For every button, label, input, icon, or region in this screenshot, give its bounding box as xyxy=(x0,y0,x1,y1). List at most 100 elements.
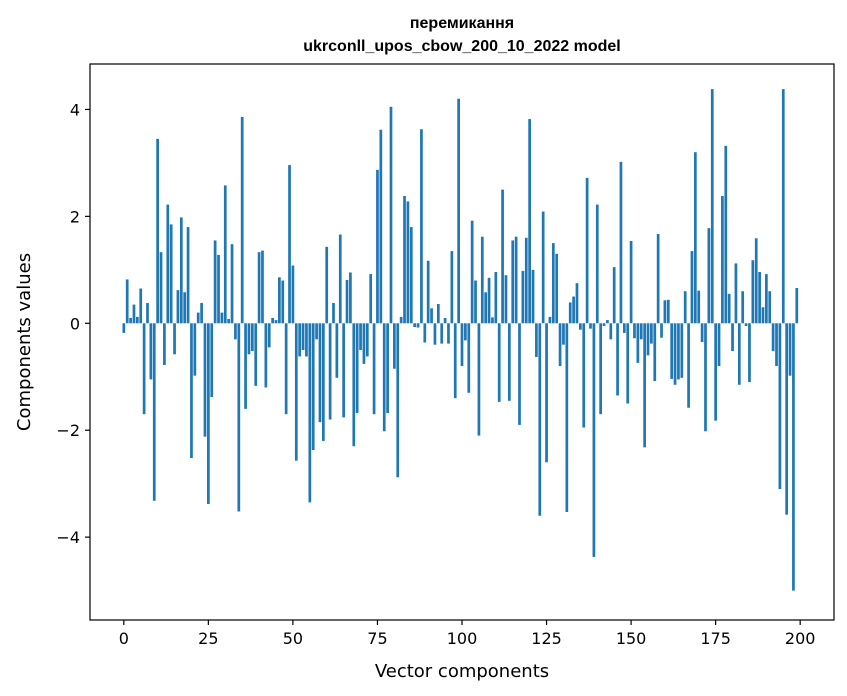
x-tick-label: 75 xyxy=(367,629,387,648)
bar xyxy=(135,316,139,324)
bar xyxy=(582,323,586,428)
bar xyxy=(748,323,751,383)
bar xyxy=(234,323,237,340)
bar xyxy=(487,277,491,324)
bar xyxy=(365,323,369,357)
bar xyxy=(768,291,772,324)
bar xyxy=(666,299,670,324)
bar xyxy=(325,246,329,324)
bar xyxy=(240,116,244,324)
y-tick-label: 0 xyxy=(70,314,80,333)
bar xyxy=(305,323,308,357)
bar xyxy=(372,323,376,415)
bar xyxy=(683,291,687,324)
bar xyxy=(132,304,136,324)
bar xyxy=(311,323,315,450)
bar xyxy=(599,323,603,415)
y-tick-label: −2 xyxy=(56,421,80,440)
bar xyxy=(464,323,467,341)
bar xyxy=(677,323,680,380)
bar xyxy=(721,196,724,324)
bar xyxy=(423,323,427,343)
bar xyxy=(426,260,430,324)
bar xyxy=(433,323,437,345)
bar xyxy=(257,252,261,324)
bar xyxy=(440,323,444,344)
bar xyxy=(697,290,701,324)
bar xyxy=(653,323,657,382)
bar xyxy=(575,283,579,324)
x-tick-label: 0 xyxy=(119,629,129,648)
bar xyxy=(453,323,457,399)
bar xyxy=(406,201,410,324)
x-tick-label: 50 xyxy=(283,629,303,648)
bar xyxy=(382,323,386,432)
bar xyxy=(521,270,525,324)
bar xyxy=(734,263,738,324)
bar xyxy=(359,323,362,351)
bar xyxy=(595,204,599,324)
bar xyxy=(792,323,795,591)
bar xyxy=(362,323,366,364)
bar xyxy=(606,320,609,324)
bar xyxy=(690,251,694,324)
bar xyxy=(349,272,352,324)
bar xyxy=(524,237,528,324)
bar xyxy=(163,323,166,365)
bar xyxy=(169,224,173,324)
y-tick-label: −4 xyxy=(56,528,80,547)
bar xyxy=(250,323,254,352)
bar xyxy=(612,267,616,324)
bar xyxy=(622,323,626,333)
bar xyxy=(710,89,714,324)
bar xyxy=(629,240,633,324)
bar xyxy=(278,277,281,324)
bar xyxy=(166,204,170,324)
bar xyxy=(609,323,613,340)
bar xyxy=(673,323,677,385)
bar xyxy=(386,323,389,414)
bar xyxy=(717,323,721,367)
bar xyxy=(129,317,132,324)
bar xyxy=(639,323,643,340)
bar xyxy=(264,323,268,388)
bar xyxy=(457,98,460,324)
bar xyxy=(714,323,717,421)
bar xyxy=(230,244,234,324)
bar xyxy=(220,312,224,324)
bar xyxy=(345,279,349,324)
bar xyxy=(497,323,501,402)
bar xyxy=(724,145,728,324)
bar xyxy=(538,323,542,516)
bar xyxy=(284,323,288,415)
bar xyxy=(274,320,278,324)
bar xyxy=(568,302,572,324)
bar xyxy=(186,227,190,324)
x-tick-label: 200 xyxy=(785,629,816,648)
bar xyxy=(389,106,393,324)
bar xyxy=(602,323,606,326)
bar xyxy=(660,323,663,338)
bar xyxy=(511,240,515,324)
bar xyxy=(744,323,748,326)
bar xyxy=(207,323,210,504)
bar xyxy=(396,323,400,478)
bar xyxy=(504,275,508,324)
bar xyxy=(636,323,640,363)
chart-title-line-2: ukrconll_upos_cbow_200_10_2022 model xyxy=(303,38,620,55)
bar xyxy=(704,323,707,432)
y-axis-label: Components values xyxy=(14,253,35,431)
bar xyxy=(420,129,423,324)
bar xyxy=(159,252,163,324)
bar xyxy=(376,169,379,324)
bar xyxy=(545,323,548,463)
bar xyxy=(318,323,322,423)
x-axis: 0 25 50 75 100 125 150 175 200 xyxy=(119,620,816,648)
bar xyxy=(213,240,217,324)
y-tick-label: 2 xyxy=(70,207,80,226)
bar xyxy=(288,165,291,324)
y-tick-label: 4 xyxy=(70,100,80,119)
bar xyxy=(491,317,494,324)
bar xyxy=(562,323,565,345)
x-tick-label: 175 xyxy=(700,629,731,648)
